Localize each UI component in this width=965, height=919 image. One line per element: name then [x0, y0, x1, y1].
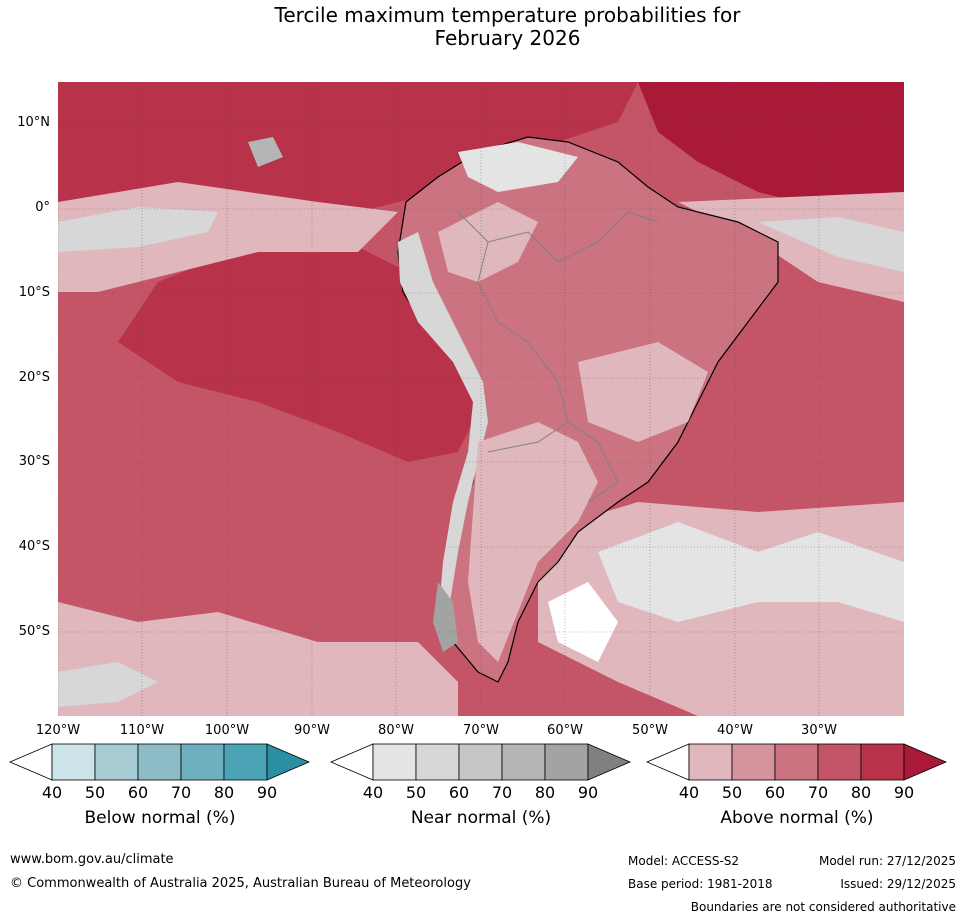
title-line-2: February 2026 [434, 26, 581, 50]
colorbar-tick-label: 70 [491, 783, 513, 802]
colorbar-tick-label: 80 [534, 783, 556, 802]
colorbar-tick-label: 40 [678, 783, 700, 802]
footer-issued: Issued: 29/12/2025 [840, 877, 956, 891]
southern-pacific-light-zone [58, 602, 458, 716]
above-normal-colorbar [645, 743, 948, 781]
colorbar-tick-label: 40 [41, 783, 63, 802]
lon-label-80w: 80°W [378, 723, 414, 738]
footer-copyright: © Commonwealth of Australia 2025, Austra… [10, 876, 471, 891]
colorbar-tick-label: 50 [405, 783, 427, 802]
north-atlantic-high-zone [638, 82, 904, 212]
colorbar-right-arrow [266, 743, 311, 781]
colorbar-segment [501, 743, 546, 781]
probability-map [58, 82, 904, 716]
above-normal-label: Above normal (%) [720, 808, 874, 828]
lat-label-20s: 20°S [18, 370, 50, 385]
lon-label-120w: 120°W [35, 723, 81, 738]
lon-label-60w: 60°W [547, 723, 583, 738]
colorbar-segment [688, 743, 733, 781]
lon-label-50w: 50°W [632, 723, 668, 738]
colorbar-tick-label: 60 [127, 783, 149, 802]
near-normal-colorbar [329, 743, 632, 781]
map-title: Tercile maximum temperature probabilitie… [0, 4, 965, 50]
colorbar-segment [223, 743, 268, 781]
lat-label-30s: 30°S [18, 454, 50, 469]
near-normal-label: Near normal (%) [410, 808, 552, 828]
venezuela-near [458, 142, 578, 192]
colorbar-segment [94, 743, 139, 781]
lat-label-0: 0° [35, 200, 50, 215]
colorbar-tick-label: 70 [807, 783, 829, 802]
colorbar-right-arrow [903, 743, 948, 781]
footer-url[interactable]: www.bom.gov.au/climate [10, 852, 174, 867]
south-atlantic-white-zone [548, 582, 618, 662]
lon-label-40w: 40°W [717, 723, 753, 738]
patagonia-grey [433, 582, 458, 652]
colorbar-left-arrow [329, 743, 374, 781]
colorbar-segment [458, 743, 503, 781]
lat-label-40s: 40°S [18, 539, 50, 554]
colorbar-segment [817, 743, 862, 781]
colorbars [8, 743, 948, 781]
colorbar-segment [372, 743, 417, 781]
near-grey-blob-1 [248, 137, 283, 167]
colorbar-segment [544, 743, 589, 781]
colorbar-tick-label: 80 [850, 783, 872, 802]
brazil-light [578, 342, 708, 442]
lat-label-10n: 10°N [17, 115, 50, 130]
lon-label-110w: 110°W [119, 723, 165, 738]
below-normal-colorbar [8, 743, 311, 781]
southeast-pacific-high-zone [118, 242, 478, 462]
footer-model-run: Model run: 27/12/2025 [818, 854, 956, 868]
colorbar-segment [415, 743, 460, 781]
colorbar-left-arrow [8, 743, 53, 781]
equatorial-near-zone [58, 207, 218, 252]
andes-near-strip [398, 232, 488, 642]
colorbar-tick-label: 90 [893, 783, 915, 802]
colorbar-tick-label: 60 [448, 783, 470, 802]
footer-model: Model: ACCESS-S2 [628, 854, 740, 868]
south-atlantic-near-zone [598, 522, 904, 622]
lon-label-70w: 70°W [463, 723, 499, 738]
colorbar-segment [731, 743, 776, 781]
colorbar-tick-label: 90 [577, 783, 599, 802]
southern-cone-light [468, 422, 598, 662]
colorbar-right-arrow [587, 743, 632, 781]
colorbar-segment [180, 743, 225, 781]
colorbar-tick-label: 70 [170, 783, 192, 802]
colorbar-tick-label: 90 [256, 783, 278, 802]
colorbar-tick-label: 80 [213, 783, 235, 802]
colorbar-segment [51, 743, 96, 781]
graticule [58, 82, 904, 716]
lon-label-90w: 90°W [294, 723, 330, 738]
colorbar-segment [860, 743, 905, 781]
footer-base-period: Base period: 1981-2018 [628, 877, 773, 891]
lon-label-100w: 100°W [204, 723, 250, 738]
atlantic-near-zone [758, 217, 904, 272]
colorbar-tick-label: 60 [764, 783, 786, 802]
below-normal-label: Below normal (%) [84, 808, 236, 828]
title-line-1: Tercile maximum temperature probabilitie… [274, 3, 741, 27]
lat-label-50s: 50°S [18, 624, 50, 639]
colorbar-segment [137, 743, 182, 781]
colorbar-left-arrow [645, 743, 690, 781]
lat-label-10s: 10°S [18, 285, 50, 300]
colorbar-tick-label: 50 [84, 783, 106, 802]
colorbar-tick-label: 50 [721, 783, 743, 802]
country-borders [457, 211, 659, 503]
colorbar-tick-label: 40 [362, 783, 384, 802]
lon-label-30w: 30°W [801, 723, 837, 738]
colorbar-segment [774, 743, 819, 781]
southern-pacific-near-zone [58, 662, 158, 707]
footer-disclaimer: Boundaries are not considered authoritat… [690, 900, 956, 914]
